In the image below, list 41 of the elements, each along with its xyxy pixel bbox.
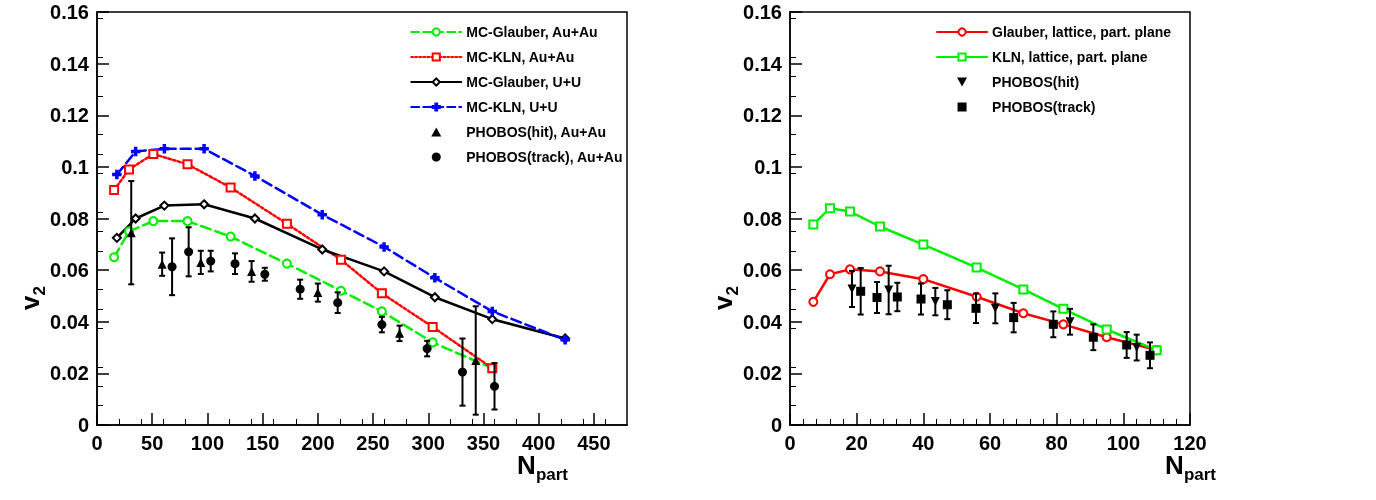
legend-label: MC-KLN, U+U	[466, 99, 558, 115]
x-tick-label: 200	[301, 432, 335, 454]
x-tick-label: 50	[141, 432, 164, 454]
x-tick-label: 300	[411, 432, 445, 454]
y-tick-label: 0.02	[50, 362, 89, 385]
x-tick-label: 80	[1045, 432, 1068, 454]
legend-label: MC-KLN, Au+Au	[466, 49, 575, 65]
y-tick-label: 0.06	[743, 259, 782, 282]
y-tick-label: 0.14	[743, 52, 783, 75]
y-tick-label: 0.14	[50, 52, 90, 75]
y-tick-label: 0.16	[50, 1, 89, 23]
x-tick-label: 100	[190, 432, 225, 454]
y-tick-label: 0.02	[743, 362, 782, 385]
y-tick-label: 0	[77, 414, 89, 436]
y-tick-label: 0.1	[754, 155, 782, 178]
x-tick-label: 250	[356, 432, 390, 454]
legend-label: PHOBOS(hit)	[992, 74, 1080, 90]
legend-label: PHOBOS(hit), Au+Au	[466, 124, 607, 140]
x-tick-label: 150	[245, 432, 280, 454]
legend-label: KLN, lattice, part. plane	[992, 49, 1148, 65]
x-tick-label: 40	[912, 432, 935, 454]
x-tick-label: 100	[1106, 432, 1141, 454]
x-tick-label: 60	[978, 432, 1002, 454]
legend-label: PHOBOS(track), Au+Au	[466, 149, 623, 165]
y-tick-label: 0.04	[743, 310, 783, 333]
y-tick-label: 0.12	[50, 104, 89, 127]
legend-label: Glauber, lattice, part. plane	[992, 24, 1172, 40]
y-tick-label: 0.08	[50, 207, 89, 230]
legend-label: MC-Glauber, U+U	[466, 74, 581, 90]
y-tick-label: 0.1	[61, 155, 89, 178]
legend-label: MC-Glauber, Au+Au	[466, 24, 598, 40]
y-tick-label: 0.06	[50, 259, 89, 282]
legend-label: PHOBOS(track)	[992, 99, 1096, 115]
x-tick-label: 20	[845, 432, 868, 454]
y-tick-label: 0.08	[743, 207, 782, 230]
y-tick-label: 0.16	[743, 1, 782, 23]
x-tick-label: 450	[577, 432, 611, 454]
y-tick-label: 0.12	[743, 104, 782, 127]
y-tick-label: 0	[770, 414, 782, 436]
y-tick-label: 0.04	[50, 310, 90, 333]
x-tick-label: 350	[466, 432, 501, 454]
